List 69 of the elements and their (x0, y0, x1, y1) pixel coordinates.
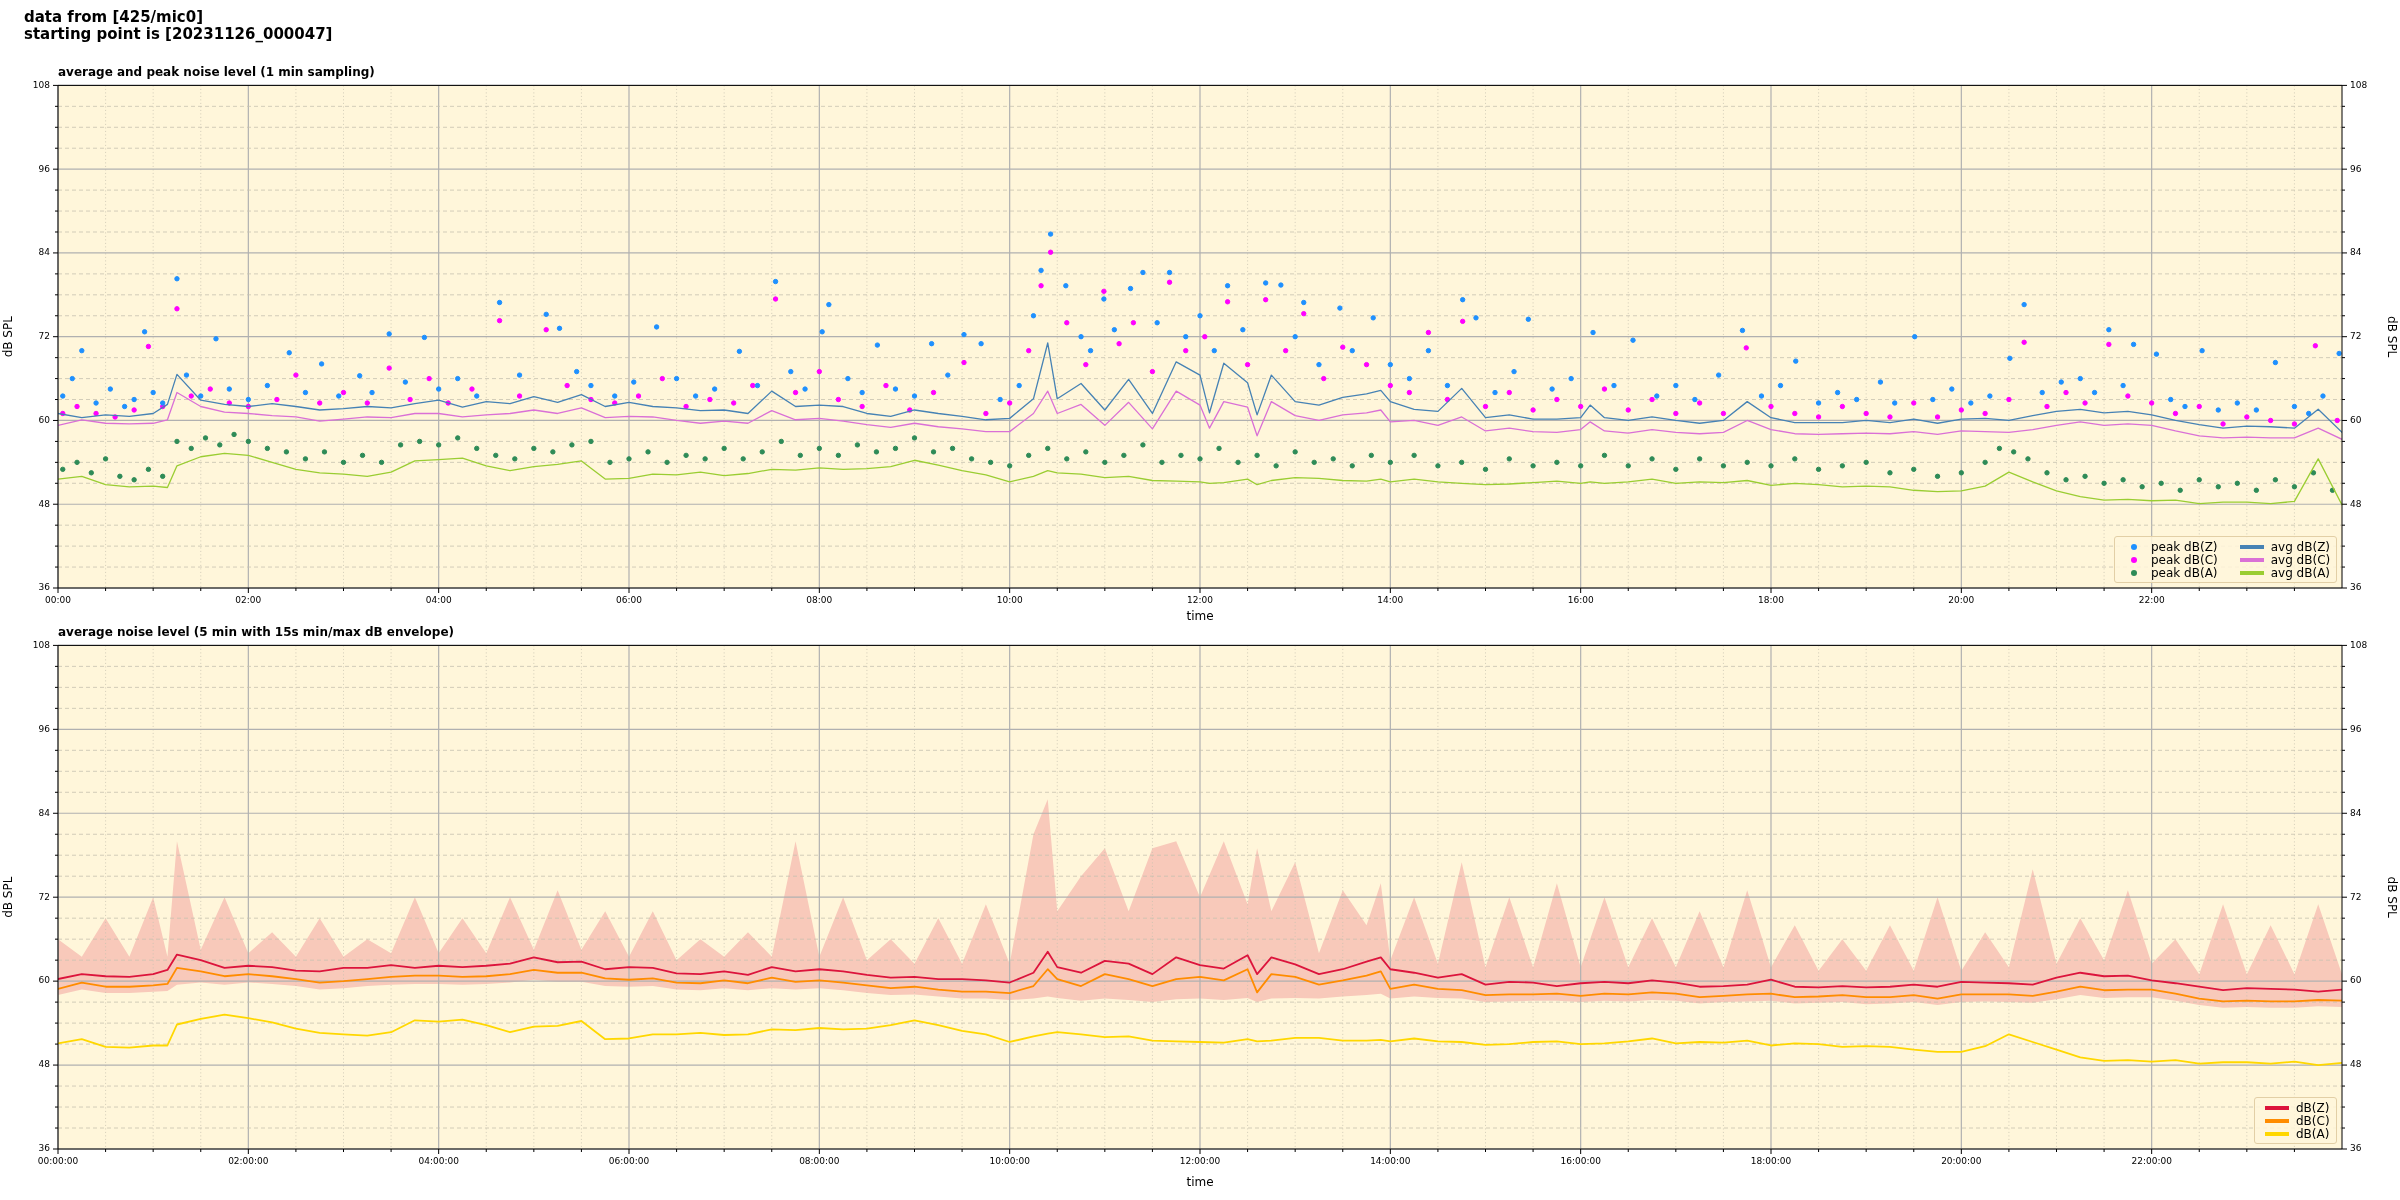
y2-tick-label: 84 (2350, 807, 2362, 818)
y2-tick-label: 48 (2350, 1059, 2362, 1070)
text: data from [425/mic0] (24, 8, 205, 26)
y2-tick-label: 96 (2350, 723, 2362, 734)
y-axis-title: dB SPL (1, 315, 16, 358)
x-tick-label: 14:00 (1377, 594, 1404, 605)
y-tick-label: 48 (38, 498, 51, 509)
x-tick-label: 02:00 (235, 594, 262, 605)
y-tick-label: 108 (32, 639, 51, 650)
y2-axis-title: dB SPL (2384, 316, 2399, 358)
legend-label: avg dB(Z) (2270, 539, 2331, 554)
x-tick-label: 02:00:00 (228, 1155, 269, 1166)
x-tick-label: 10:00:00 (989, 1155, 1031, 1166)
text: starting point is [20231126_000047] (24, 25, 333, 43)
x-axis-title: time (1186, 1174, 1214, 1189)
y2-tick-label: 72 (2350, 891, 2362, 902)
x-tick-label: 04:00:00 (418, 1155, 460, 1166)
y2-tick-label: 108 (2350, 639, 2368, 650)
x-tick-label: 22:00 (2138, 594, 2165, 605)
chart-title: average and peak noise level (1 min sampling) (58, 65, 375, 80)
y-tick-label: 72 (38, 331, 50, 342)
legend-label: peak dB(A) (2151, 565, 2218, 580)
y-tick-label: 84 (38, 807, 51, 818)
y2-tick-label: 72 (2350, 331, 2362, 342)
x-tick-label: 06:00:00 (608, 1155, 650, 1166)
legend-label: dB(A) (2296, 1126, 2330, 1141)
chart-title: average noise level (5 min with 15s min/max dB envelope) (58, 625, 455, 640)
x-tick-label: 18:00 (1758, 594, 1785, 605)
y2-tick-label: 60 (2350, 975, 2362, 986)
x-tick-label: 04:00 (425, 594, 452, 605)
y-tick-label: 96 (38, 723, 51, 734)
y-tick-label: 72 (38, 891, 50, 902)
y2-tick-label: 48 (2350, 498, 2362, 509)
y-tick-label: 48 (38, 1059, 51, 1070)
x-tick-label: 00:00 (45, 594, 72, 605)
y-tick-label: 60 (38, 414, 51, 425)
y2-tick-label: 84 (2350, 247, 2362, 258)
y-tick-label: 96 (38, 163, 51, 174)
y2-tick-label: 36 (2350, 1143, 2362, 1154)
x-tick-label: 16:00 (1567, 594, 1594, 605)
y2-tick-label: 60 (2350, 414, 2362, 425)
x-tick-label: 06:00 (616, 594, 643, 605)
legend-label: peak dB(C) (2151, 552, 2218, 567)
y-tick-label: 36 (38, 582, 51, 593)
x-tick-label: 12:00:00 (1179, 1155, 1221, 1166)
x-tick-label: 00:00:00 (37, 1155, 79, 1166)
x-tick-label: 08:00 (806, 594, 833, 605)
x-tick-label: 16:00:00 (1560, 1155, 1602, 1166)
legend-label: dB(C) (2296, 1113, 2330, 1128)
x-tick-label: 12:00 (1187, 594, 1214, 605)
x-axis-title: time (1186, 608, 1214, 623)
x-tick-label: 20:00:00 (1941, 1155, 1982, 1166)
y-tick-label: 60 (38, 975, 51, 986)
legend-label: dB(Z) (2296, 1100, 2330, 1115)
x-tick-label: 10:00 (996, 594, 1023, 605)
x-tick-label: 14:00:00 (1370, 1155, 1411, 1166)
y2-tick-label: 36 (2350, 582, 2362, 593)
y-axis-title: dB SPL (1, 876, 16, 918)
x-tick-label: 18:00:00 (1750, 1155, 1792, 1166)
y-tick-label: 108 (32, 79, 51, 90)
y-tick-label: 36 (38, 1143, 51, 1154)
x-tick-label: 22:00:00 (2131, 1155, 2173, 1166)
x-tick-label: 08:00:00 (799, 1155, 840, 1166)
y2-tick-label: 96 (2350, 163, 2362, 174)
y2-tick-label: 108 (2350, 79, 2368, 90)
y-tick-label: 84 (38, 247, 51, 258)
x-tick-label: 20:00 (1948, 594, 1975, 605)
y2-axis-title: dB SPL (2384, 876, 2399, 919)
legend-label: peak dB(Z) (2151, 539, 2218, 554)
